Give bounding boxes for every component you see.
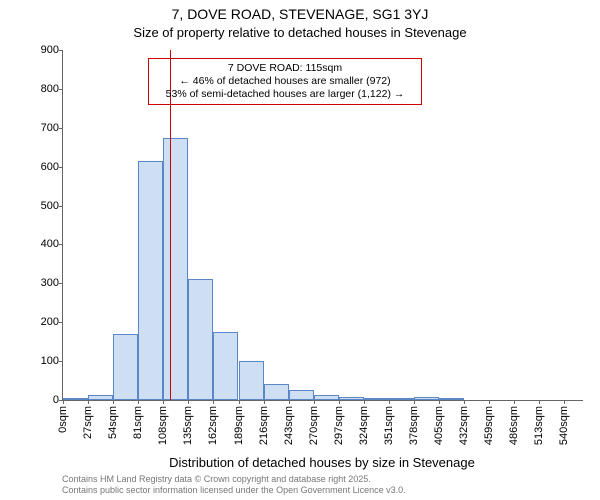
y-tick-label: 300 bbox=[29, 277, 59, 289]
histogram-bar bbox=[213, 332, 238, 400]
y-tick-label: 200 bbox=[29, 316, 59, 328]
y-tick-label: 500 bbox=[29, 200, 59, 212]
y-tick-mark bbox=[59, 206, 63, 207]
x-tick-mark bbox=[489, 400, 490, 404]
y-tick-label: 600 bbox=[29, 161, 59, 173]
y-tick-mark bbox=[59, 50, 63, 51]
histogram-bar bbox=[63, 398, 88, 400]
x-tick-label: 162sqm bbox=[207, 406, 219, 445]
chart-subtitle: Size of property relative to detached ho… bbox=[0, 23, 600, 40]
y-tick-label: 800 bbox=[29, 83, 59, 95]
x-tick-label: 324sqm bbox=[358, 406, 370, 445]
annotation-line: 7 DOVE ROAD: 115sqm bbox=[155, 62, 415, 75]
x-tick-mark bbox=[514, 400, 515, 404]
x-tick-mark bbox=[138, 400, 139, 404]
histogram-bar bbox=[339, 397, 364, 400]
x-tick-mark bbox=[289, 400, 290, 404]
histogram-bar bbox=[88, 395, 113, 400]
x-tick-label: 405sqm bbox=[433, 406, 445, 445]
x-tick-mark bbox=[339, 400, 340, 404]
histogram-bar bbox=[264, 384, 289, 400]
x-tick-mark bbox=[239, 400, 240, 404]
annotation-line: ← 46% of detached houses are smaller (97… bbox=[155, 75, 415, 88]
y-tick-label: 400 bbox=[29, 238, 59, 250]
x-tick-mark bbox=[63, 400, 64, 404]
footer-line-1: Contains HM Land Registry data © Crown c… bbox=[62, 474, 406, 485]
x-tick-label: 513sqm bbox=[533, 406, 545, 445]
histogram-bar bbox=[439, 398, 464, 400]
histogram-bar bbox=[389, 398, 414, 400]
x-tick-label: 189sqm bbox=[233, 406, 245, 445]
x-tick-mark bbox=[464, 400, 465, 404]
y-tick-mark bbox=[59, 89, 63, 90]
x-tick-label: 486sqm bbox=[508, 406, 520, 445]
x-tick-label: 540sqm bbox=[558, 406, 570, 445]
histogram-bar bbox=[163, 138, 188, 401]
y-tick-label: 100 bbox=[29, 355, 59, 367]
x-tick-mark bbox=[113, 400, 114, 404]
y-tick-mark bbox=[59, 167, 63, 168]
histogram-bar bbox=[414, 397, 439, 400]
x-tick-label: 243sqm bbox=[283, 406, 295, 445]
x-tick-label: 378sqm bbox=[408, 406, 420, 445]
x-tick-label: 54sqm bbox=[107, 406, 119, 439]
x-tick-label: 81sqm bbox=[132, 406, 144, 439]
x-tick-mark bbox=[364, 400, 365, 404]
histogram-bar bbox=[113, 334, 138, 400]
x-tick-mark bbox=[564, 400, 565, 404]
histogram-bar bbox=[289, 390, 314, 400]
chart-title: 7, DOVE ROAD, STEVENAGE, SG1 3YJ bbox=[0, 0, 600, 23]
y-tick-mark bbox=[59, 283, 63, 284]
chart-footer: Contains HM Land Registry data © Crown c… bbox=[62, 474, 406, 496]
y-tick-mark bbox=[59, 322, 63, 323]
x-tick-label: 27sqm bbox=[82, 406, 94, 439]
x-tick-label: 351sqm bbox=[383, 406, 395, 445]
x-tick-mark bbox=[163, 400, 164, 404]
x-tick-label: 297sqm bbox=[333, 406, 345, 445]
histogram-bar bbox=[239, 361, 264, 400]
histogram-bar bbox=[138, 161, 163, 400]
chart-container: 7, DOVE ROAD, STEVENAGE, SG1 3YJ Size of… bbox=[0, 0, 600, 500]
x-tick-mark bbox=[414, 400, 415, 404]
annotation-box: 7 DOVE ROAD: 115sqm← 46% of detached hou… bbox=[148, 58, 422, 105]
x-tick-label: 270sqm bbox=[308, 406, 320, 445]
x-tick-label: 216sqm bbox=[258, 406, 270, 445]
x-tick-label: 108sqm bbox=[157, 406, 169, 445]
y-tick-mark bbox=[59, 128, 63, 129]
x-tick-mark bbox=[188, 400, 189, 404]
footer-line-2: Contains public sector information licen… bbox=[62, 485, 406, 496]
x-tick-mark bbox=[539, 400, 540, 404]
plot-area: 01002003004005006007008009000sqm27sqm54s… bbox=[62, 50, 583, 401]
histogram-bar bbox=[364, 398, 389, 400]
x-tick-mark bbox=[389, 400, 390, 404]
x-tick-label: 135sqm bbox=[182, 406, 194, 445]
x-tick-mark bbox=[314, 400, 315, 404]
histogram-bar bbox=[188, 279, 213, 400]
annotation-line: 53% of semi-detached houses are larger (… bbox=[155, 88, 415, 101]
y-tick-label: 700 bbox=[29, 122, 59, 134]
y-tick-label: 0 bbox=[29, 394, 59, 406]
x-tick-label: 459sqm bbox=[483, 406, 495, 445]
x-tick-mark bbox=[439, 400, 440, 404]
x-axis-label: Distribution of detached houses by size … bbox=[62, 455, 582, 470]
x-tick-mark bbox=[213, 400, 214, 404]
x-tick-mark bbox=[88, 400, 89, 404]
y-tick-label: 900 bbox=[29, 44, 59, 56]
y-tick-mark bbox=[59, 361, 63, 362]
x-tick-label: 432sqm bbox=[458, 406, 470, 445]
x-tick-label: 0sqm bbox=[57, 406, 69, 433]
histogram-bar bbox=[314, 395, 339, 400]
y-tick-mark bbox=[59, 244, 63, 245]
x-tick-mark bbox=[264, 400, 265, 404]
